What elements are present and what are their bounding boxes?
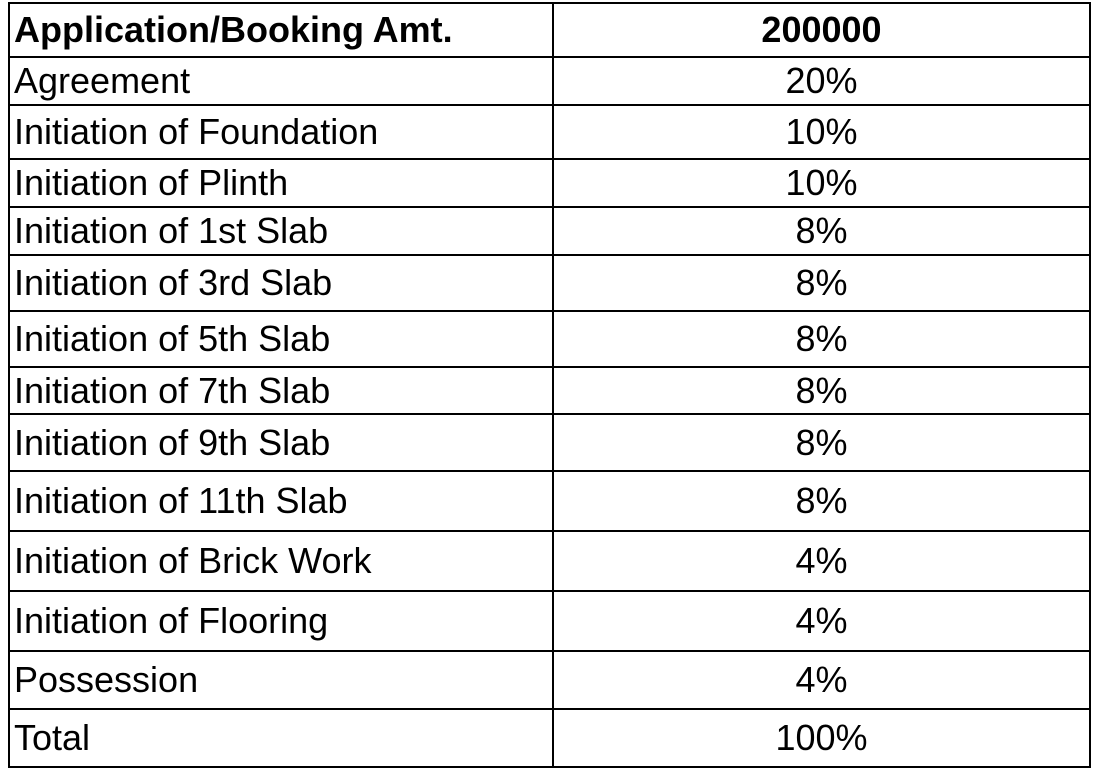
table-cell: 4% bbox=[552, 590, 1091, 652]
header-cell: 200000 bbox=[552, 2, 1091, 58]
table-cell: Initiation of Foundation bbox=[8, 104, 554, 160]
table-cell: 8% bbox=[552, 413, 1091, 472]
table-cell: Possession bbox=[8, 650, 554, 710]
table-cell: 4% bbox=[552, 650, 1091, 710]
table-cell: Initiation of Plinth bbox=[8, 158, 554, 208]
table-cell: Agreement bbox=[8, 56, 554, 106]
table-cell: 8% bbox=[552, 206, 1091, 256]
table-cell: 10% bbox=[552, 104, 1091, 160]
table-cell: Total bbox=[8, 708, 554, 768]
table-cell: Initiation of 1st Slab bbox=[8, 206, 554, 256]
table-cell: 8% bbox=[552, 254, 1091, 312]
table-cell: 10% bbox=[552, 158, 1091, 208]
table-cell: 8% bbox=[552, 470, 1091, 532]
table-cell: Initiation of Flooring bbox=[8, 590, 554, 652]
table-cell: Initiation of 3rd Slab bbox=[8, 254, 554, 312]
table-cell: 4% bbox=[552, 530, 1091, 592]
table-cell: 100% bbox=[552, 708, 1091, 768]
table-cell: Initiation of Brick Work bbox=[8, 530, 554, 592]
table-cell: Initiation of 9th Slab bbox=[8, 413, 554, 472]
table-cell: 8% bbox=[552, 310, 1091, 368]
table-cell: 20% bbox=[552, 56, 1091, 106]
header-cell: Application/Booking Amt. bbox=[8, 2, 554, 58]
table-cell: Initiation of 5th Slab bbox=[8, 310, 554, 368]
table-cell: Initiation of 7th Slab bbox=[8, 366, 554, 415]
table-cell: 8% bbox=[552, 366, 1091, 415]
table-cell: Initiation of 11th Slab bbox=[8, 470, 554, 532]
